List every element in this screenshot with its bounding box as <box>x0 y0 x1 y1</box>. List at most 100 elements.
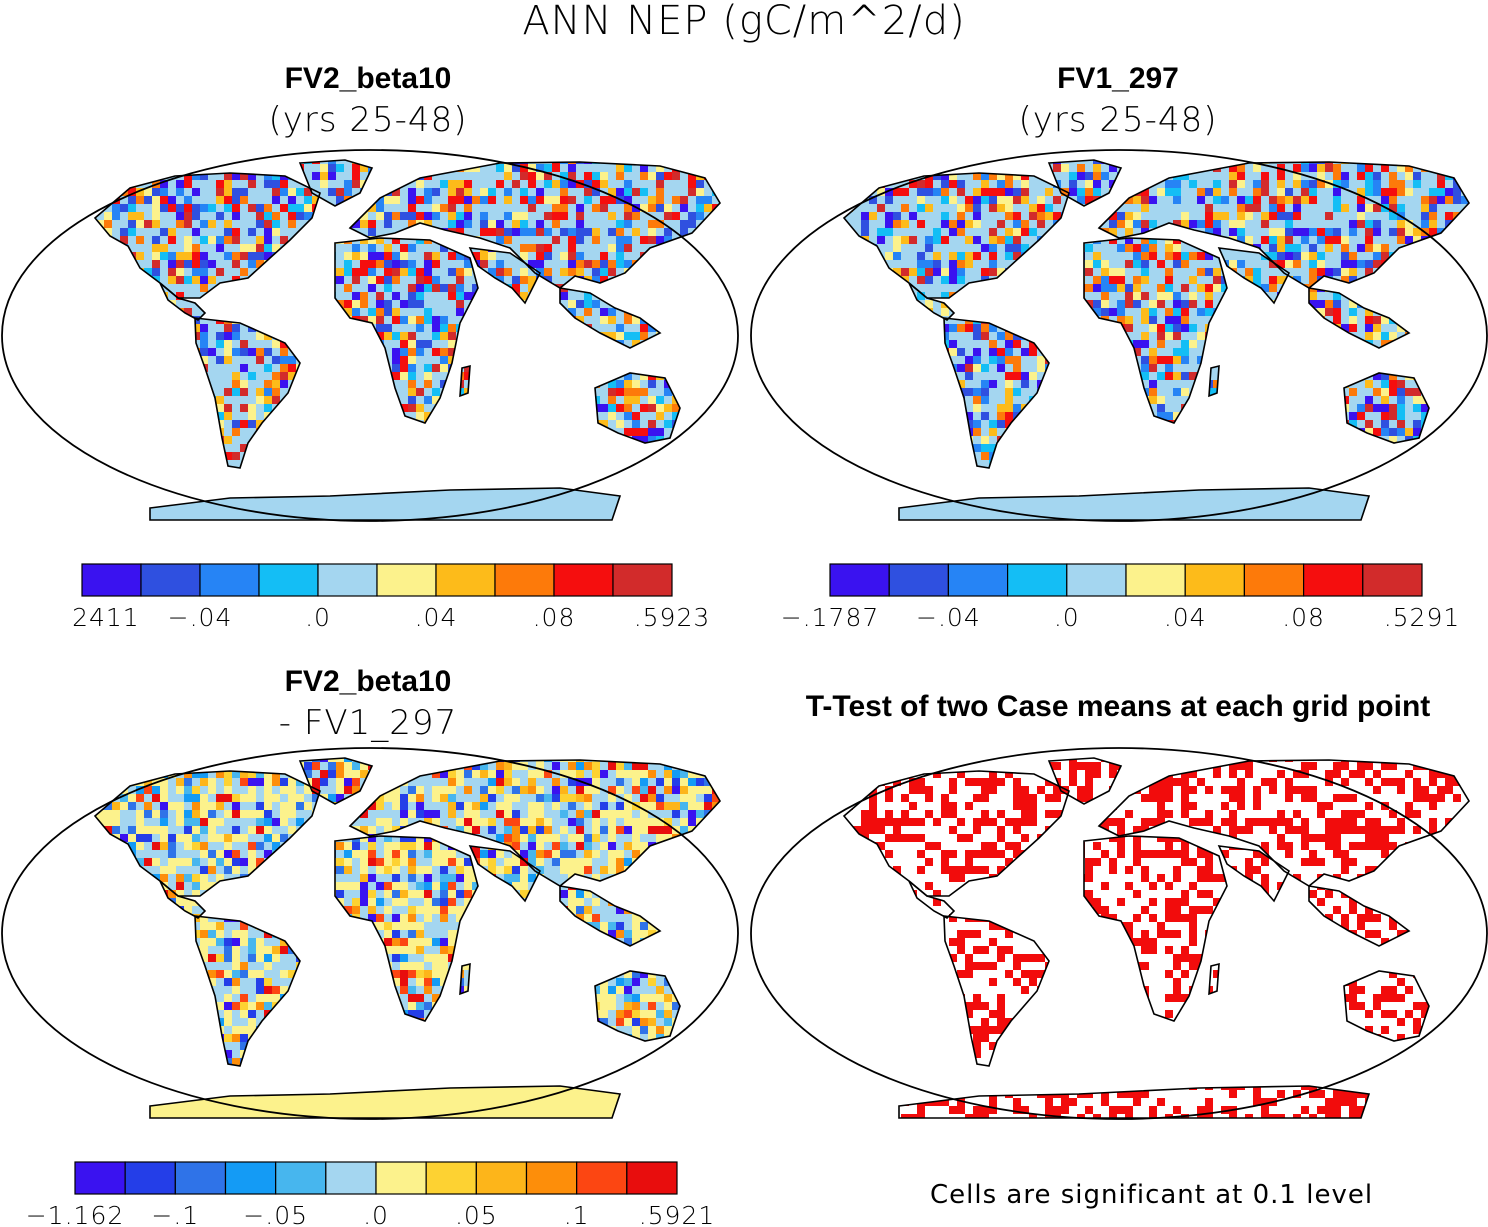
map-panel-br <box>750 747 1488 1120</box>
panel-title-tl: FV2_beta10 <box>284 62 452 95</box>
colorbar-tl-swatch-4 <box>317 563 378 597</box>
colorbar-tr-swatch-0 <box>829 563 890 597</box>
coastline-central-america <box>908 880 956 919</box>
colorbar-bl-swatch-5 <box>325 1161 377 1195</box>
colorbar-bl-swatch-9 <box>525 1161 578 1195</box>
colorbar-bl-swatch-4 <box>275 1161 327 1195</box>
colorbar-tr-swatch-2 <box>947 563 1009 597</box>
colorbar-tl-swatch-2 <box>199 563 260 597</box>
coastline-central-america <box>908 282 956 321</box>
coastline-eurasia <box>348 759 721 887</box>
coastline-madagascar <box>1208 364 1220 398</box>
colorbar-tl-tick-label-2: .0 <box>305 603 331 632</box>
colorbar-bl-tick-label-3: .0 <box>363 1201 389 1227</box>
colorbar-tr-tick-label-3: .04 <box>1164 603 1207 632</box>
colorbar-tr-tick-label-1: −.04 <box>916 603 981 632</box>
colorbar-bl-tick-label-0: −1.162 <box>26 1201 125 1227</box>
colorbar-bl-tick-label-4: .05 <box>455 1201 498 1227</box>
coastline-antarctica <box>149 1085 622 1119</box>
colorbar-tr-tick-label-4: .08 <box>1282 603 1325 632</box>
colorbar-bl-swatch-1 <box>124 1161 176 1195</box>
coastline-southeast-asia <box>559 885 662 947</box>
coastline-southeast-asia <box>1308 287 1411 349</box>
colorbar-bl-swatch-10 <box>576 1161 628 1195</box>
significance-note: Cells are significant at 0.1 level <box>930 1180 1374 1210</box>
colorbar-bl-swatch-11 <box>626 1161 678 1195</box>
colorbar-tl: −1.2411 −.04 .0 .04 .08 .5923 <box>70 563 711 632</box>
coastline-madagascar <box>459 962 471 996</box>
coastline-arabia-india <box>1217 845 1291 903</box>
coastline-south-america <box>943 915 1050 1067</box>
colorbar-tl-tick-label-1: −.04 <box>168 603 233 632</box>
coastline-antarctica <box>898 1085 1371 1119</box>
coastline-south-america <box>194 915 301 1067</box>
panel-subtitle-tr: (yrs 25-48) <box>1018 100 1218 140</box>
map-panel-tr <box>750 149 1488 522</box>
coastline-australia <box>1343 970 1430 1042</box>
coastline-greenland <box>1047 159 1123 207</box>
coastline-antarctica <box>898 487 1371 521</box>
colorbar-tl-swatch-3 <box>258 563 319 597</box>
coastline-africa <box>1083 835 1228 1022</box>
coastline-eurasia <box>1097 161 1470 289</box>
colorbar-tl-swatch-1 <box>140 563 201 597</box>
coastline-arabia-india <box>468 845 542 903</box>
colorbar-bl-swatch-3 <box>224 1161 277 1195</box>
coastline-antarctica <box>149 487 622 521</box>
coastline-africa <box>334 237 479 424</box>
coastline-madagascar <box>1208 962 1220 996</box>
panel-subtitle-tl: (yrs 25-48) <box>268 100 468 140</box>
coastline-australia <box>594 372 681 444</box>
coastline-southeast-asia <box>559 287 662 349</box>
coastline-australia <box>1343 372 1430 444</box>
colorbar-tl-swatch-7 <box>494 563 555 597</box>
colorbar-tl-swatch-9 <box>612 563 673 597</box>
colorbar-tr-swatch-7 <box>1243 563 1305 597</box>
coastline-greenland <box>298 159 374 207</box>
colorbar-tr-tick-label-5: .5291 <box>1384 603 1461 632</box>
coastline-africa <box>1083 237 1228 424</box>
colorbar-tr-tick-label-0: −.1787 <box>781 603 880 632</box>
colorbar-bl: −1.162 −.1 −.05 .0 .05 .1 .5921 <box>26 1161 716 1227</box>
panel-subtitle-bl: - FV1_297 <box>278 703 458 743</box>
colorbar-tl-tick-label-3: .04 <box>415 603 458 632</box>
colorbar-bl-swatch-7 <box>425 1161 477 1195</box>
colorbar-tr-swatch-5 <box>1125 563 1186 597</box>
coastline-greenland <box>298 757 374 805</box>
coastline-madagascar <box>459 364 471 398</box>
coastline-north-america <box>93 172 321 299</box>
coastline-central-america <box>159 880 207 919</box>
colorbar-bl-tick-label-1: −.1 <box>151 1201 199 1227</box>
colorbar-tl-tick-label-5: .5923 <box>634 603 711 632</box>
map-panel-tl <box>1 149 739 522</box>
colorbar-bl-tick-label-5: .1 <box>564 1201 590 1227</box>
coastline-africa <box>334 835 479 1022</box>
colorbar-tr: −.1787 −.04 .0 .04 .08 .5291 <box>781 563 1461 632</box>
coastline-south-america <box>943 317 1050 469</box>
colorbar-tl-swatch-5 <box>376 563 437 597</box>
colorbar-tr-swatch-6 <box>1184 563 1246 597</box>
map-panel-bl <box>1 747 739 1120</box>
coastline-central-america <box>159 282 207 321</box>
colorbar-tr-swatch-9 <box>1362 563 1423 597</box>
colorbar-bl-tick-label-6: .5921 <box>639 1201 716 1227</box>
coastline-southeast-asia <box>1308 885 1411 947</box>
coastline-eurasia <box>1097 759 1470 887</box>
figure-title: ANN NEP (gC/m^2/d) <box>522 0 966 44</box>
panel-title-tr: FV1_297 <box>1057 62 1179 95</box>
colorbar-bl-swatch-2 <box>174 1161 227 1195</box>
panel-title-br: T-Test of two Case means at each grid po… <box>805 690 1431 723</box>
colorbar-tr-swatch-4 <box>1066 563 1127 597</box>
colorbar-bl-swatch-6 <box>375 1161 427 1195</box>
colorbar-tl-swatch-0 <box>81 563 142 597</box>
colorbar-tr-swatch-1 <box>888 563 949 597</box>
coastline-greenland <box>1047 757 1123 805</box>
panel-title-bl: FV2_beta10 <box>284 665 452 698</box>
coastline-north-america <box>842 770 1070 897</box>
colorbar-bl-swatch-8 <box>475 1161 528 1195</box>
coastline-south-america <box>194 317 301 469</box>
colorbar-tl-tick-label-0: −1.2411 <box>70 603 140 632</box>
colorbar-tl-swatch-8 <box>553 563 614 597</box>
colorbar-tr-swatch-8 <box>1302 563 1364 597</box>
coastline-north-america <box>93 770 321 897</box>
